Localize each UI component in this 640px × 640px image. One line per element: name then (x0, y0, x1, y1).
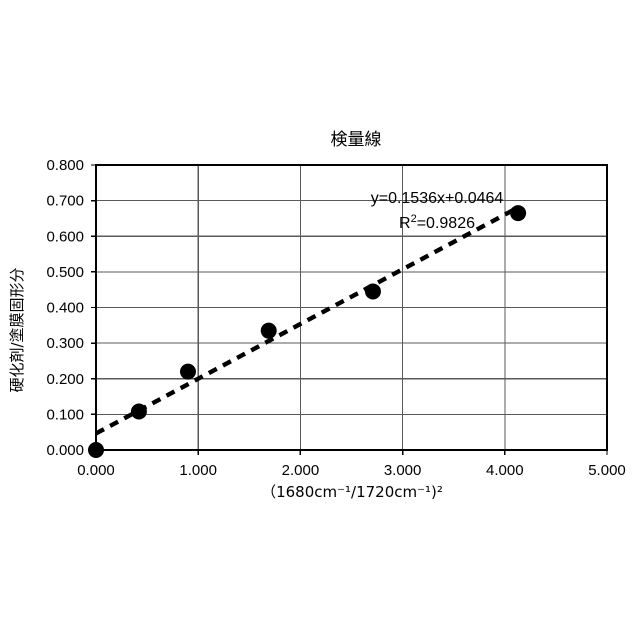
horizontal-gridlines (96, 200, 607, 415)
data-point-marker (130, 403, 147, 420)
r-squared-value: =0.9826 (417, 215, 475, 232)
y-axis-tick-labels: 0.000 0.100 0.200 0.300 0.400 0.500 0.600 0.700… (46, 157, 84, 459)
data-point-marker (179, 363, 196, 380)
y-tick-label: 0.200 (46, 371, 84, 388)
data-point-marker (510, 205, 527, 222)
r-squared-label: R2=0.9826 (399, 213, 475, 232)
x-axis-tick-labels: 0.000 1.000 2.000 3.000 4.000 5.000 (77, 462, 626, 479)
data-point-marker (260, 322, 277, 339)
r-squared-prefix: R (399, 215, 411, 232)
y-tick-label: 0.500 (46, 264, 84, 281)
y-tick-label: 0.100 (46, 406, 84, 423)
x-tick-label: 1.000 (179, 462, 217, 479)
r-squared-exponent: 2 (411, 213, 417, 225)
y-tick-label: 0.000 (46, 442, 84, 459)
y-tick-label: 0.600 (46, 228, 84, 245)
x-tick-label: 0.000 (77, 462, 115, 479)
x-tick-label: 5.000 (588, 462, 626, 479)
x-axis-title: （1680cm⁻¹/1720cm⁻¹)² (261, 483, 443, 501)
data-point-marker (364, 283, 381, 300)
data-point-marker (88, 442, 104, 458)
y-tick-label: 0.800 (46, 157, 84, 174)
y-tick-label: 0.300 (46, 335, 84, 352)
y-axis-title: 硬化剤/塗膜固形分 (8, 267, 26, 392)
y-tick-label: 0.700 (46, 193, 84, 210)
y-tick-label: 0.400 (46, 300, 84, 317)
x-tick-label: 3.000 (384, 462, 422, 479)
x-tick-label: 4.000 (486, 462, 524, 479)
regression-equation-label: y=0.1536x+0.0464 (371, 190, 504, 207)
chart-title: 検量線 (331, 130, 382, 150)
x-tick-label: 2.000 (282, 462, 320, 479)
data-point-markers (88, 205, 527, 458)
